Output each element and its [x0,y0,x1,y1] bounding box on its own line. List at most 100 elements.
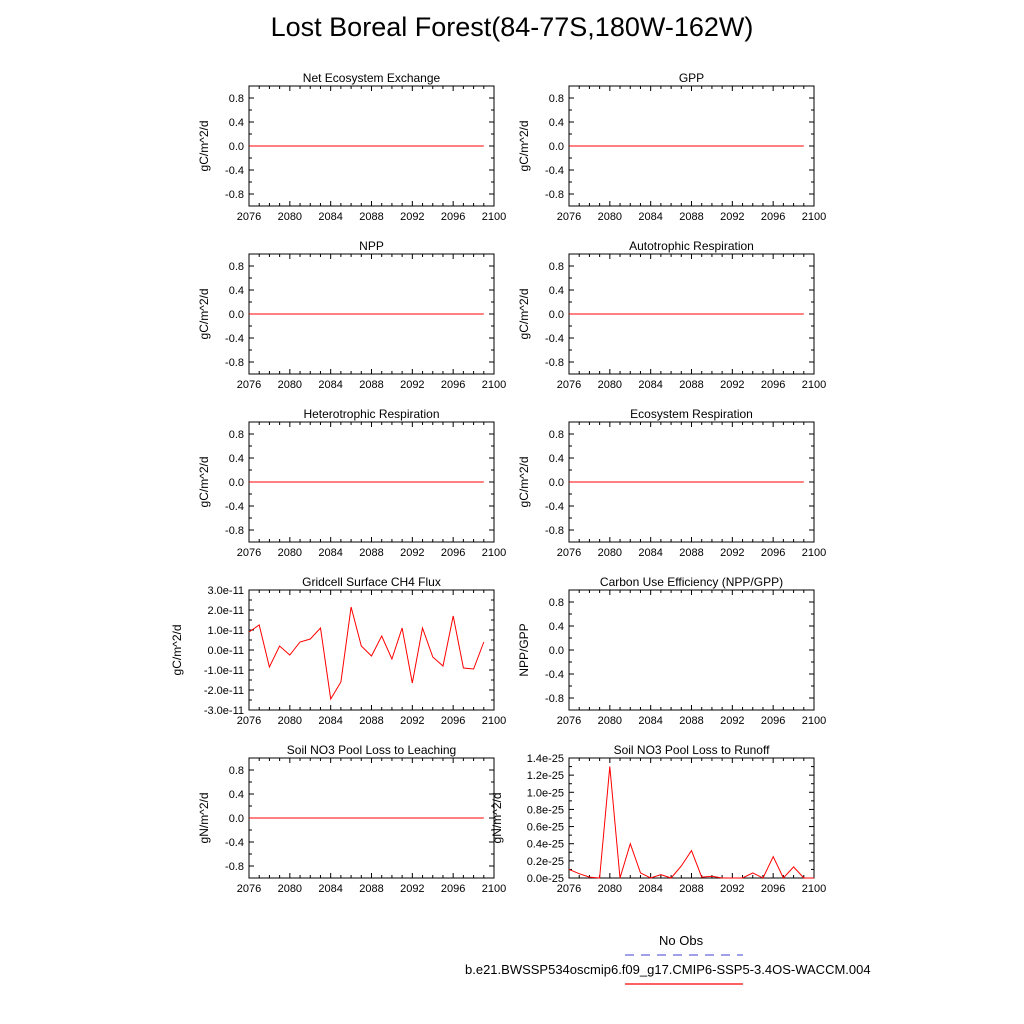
x-tick-label: 2092 [720,547,744,559]
y-tick-label: 0.0e-25 [527,873,564,885]
x-tick-label: 2084 [318,883,342,895]
x-tick-label: 2076 [237,379,261,391]
x-tick-label: 2092 [400,211,424,223]
x-tick-label: 2096 [761,715,785,727]
x-tick-label: 2076 [237,211,261,223]
x-tick-label: 2100 [482,379,506,391]
x-tick-label: 2100 [802,883,826,895]
y-tick-label: 0.0 [549,645,564,657]
x-tick-label: 2080 [278,715,302,727]
x-tick-label: 2100 [482,715,506,727]
x-tick-label: 2080 [278,883,302,895]
y-axis-label: gC/m^2/d [517,121,531,172]
x-tick-label: 2080 [598,211,622,223]
x-tick-label: 2096 [441,547,465,559]
y-tick-label: -0.8 [545,189,564,201]
x-tick-label: 2096 [441,211,465,223]
x-tick-label: 2084 [318,715,342,727]
chart-panel: Ecosystem Respiration gC/m^2/d 2076 2080 208… [517,407,826,559]
x-tick-label: 2088 [359,883,383,895]
x-tick-label: 2088 [359,211,383,223]
legend-model-label: b.e21.BWSSP534oscmip6.f09_g17.CMIP6-SSP5… [465,962,871,977]
panel-title: NPP [359,239,384,253]
x-tick-label: 2092 [400,379,424,391]
y-tick-label: 0.4 [549,621,564,633]
y-tick-label: -0.4 [225,501,244,513]
y-tick-label: 1.0e-11 [208,625,245,637]
y-tick-label: 0.2e-25 [527,856,564,868]
panel-title: Autotrophic Respiration [629,239,754,253]
x-tick-label: 2096 [761,547,785,559]
y-tick-label: -0.4 [545,165,564,177]
x-tick-label: 2080 [278,211,302,223]
y-axis-label: gC/m^2/d [197,121,211,172]
y-tick-label: -0.8 [545,693,564,705]
y-tick-label: -0.8 [225,525,244,537]
y-tick-label: -0.8 [225,861,244,873]
panel-title: Soil NO3 Pool Loss to Runoff [614,743,771,757]
y-tick-label: 0.0 [229,813,244,825]
x-tick-label: 2076 [557,379,581,391]
y-axis-label: gN/m^2/d [197,793,211,844]
plot-frame [568,757,815,879]
y-tick-label: 0.4 [229,285,244,297]
y-tick-label: 0.0e-11 [208,645,245,657]
y-tick-label: -0.4 [225,165,244,177]
y-tick-label: 0.4 [549,285,564,297]
x-tick-label: 2100 [482,883,506,895]
x-tick-label: 2096 [761,883,785,895]
y-axis-label: gN/m^2/d [490,793,504,844]
y-axis-label: gC/m^2/d [197,289,211,340]
y-axis-label: gC/m^2/d [197,457,211,508]
x-tick-label: 2092 [720,211,744,223]
x-tick-label: 2092 [400,547,424,559]
chart-panel: Gridcell Surface CH4 Flux gC/m^2/d 2076 208… [170,575,506,727]
x-tick-label: 2100 [802,547,826,559]
x-tick-label: 2080 [278,547,302,559]
y-tick-label: 0.4 [229,789,244,801]
chart-panel: NPP gC/m^2/d 2076 2080 2084 2088 2092 2096 2100 -… [197,239,506,391]
x-tick-label: 2076 [237,715,261,727]
y-tick-label: 2.0e-11 [208,605,245,617]
panel-title: Soil NO3 Pool Loss to Leaching [287,743,456,757]
y-tick-label: -0.8 [225,189,244,201]
y-tick-label: 1.4e-25 [527,753,564,765]
chart-panel: Heterotrophic Respiration gC/m^2/d 2076 208… [197,407,506,559]
y-tick-label: 0.8 [229,429,244,441]
chart-panel: Carbon Use Efficiency (NPP/GPP) NPP/GPP 20… [517,575,826,727]
x-tick-label: 2088 [359,379,383,391]
x-tick-label: 2088 [679,715,703,727]
y-tick-label: 0.4 [229,117,244,129]
y-tick-label: -0.4 [545,333,564,345]
x-tick-label: 2096 [761,379,785,391]
chart-panel: Soil NO3 Pool Loss to Leaching gN/m^2/d 20… [197,743,506,895]
x-tick-label: 2100 [802,715,826,727]
plot-frame [568,589,815,711]
y-axis-label: gC/m^2/d [517,457,531,508]
y-tick-label: 1.0e-25 [527,787,564,799]
panel-title: GPP [679,71,704,85]
x-tick-label: 2096 [441,715,465,727]
y-tick-label: 0.0 [229,477,244,489]
chart-panel: GPP gC/m^2/d 2076 2080 2084 2088 2092 2096 2100 -… [517,71,826,223]
x-tick-label: 2084 [318,547,342,559]
x-tick-label: 2100 [802,211,826,223]
y-tick-label: 0.8 [549,429,564,441]
y-tick-label: 0.0 [229,141,244,153]
panel-title: Heterotrophic Respiration [303,407,439,421]
x-tick-label: 2084 [638,379,662,391]
y-tick-label: 0.8e-25 [527,804,564,816]
y-tick-label: -0.8 [545,525,564,537]
plot-frame [248,589,495,711]
panel-title: Carbon Use Efficiency (NPP/GPP) [600,575,783,589]
x-tick-label: 2076 [557,547,581,559]
y-tick-label: 0.0 [229,309,244,321]
y-axis-label: NPP/GPP [517,623,531,676]
x-tick-label: 2084 [318,211,342,223]
y-tick-label: 0.8 [229,765,244,777]
y-tick-label: -0.8 [225,357,244,369]
x-tick-label: 2076 [557,715,581,727]
y-tick-label: 0.8 [549,261,564,273]
chart-panel: Autotrophic Respiration gC/m^2/d 2076 2080 2… [517,239,826,391]
